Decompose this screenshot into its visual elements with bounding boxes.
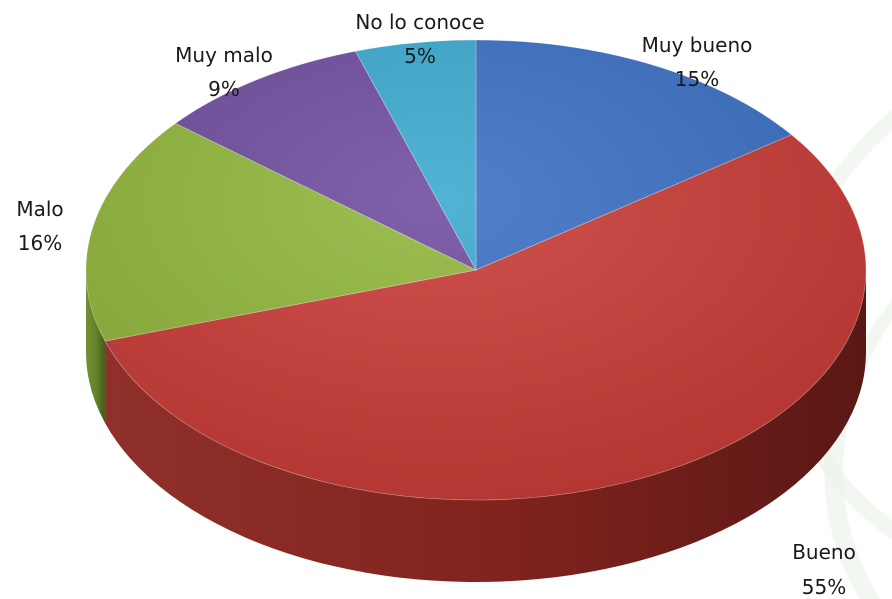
slice-label-no-lo-conoce: No lo conoce xyxy=(355,10,484,34)
pie-side-shade-malo xyxy=(86,270,106,424)
slice-value-bueno: 55% xyxy=(802,575,846,599)
pie-top-shading xyxy=(86,40,866,500)
slice-label-muy-bueno: Muy bueno xyxy=(642,33,753,57)
slice-value-malo: 16% xyxy=(18,231,62,255)
slice-label-muy-malo: Muy malo xyxy=(175,43,273,67)
slice-label-malo: Malo xyxy=(16,197,63,221)
slice-value-muy-bueno: 15% xyxy=(675,67,719,91)
pie-sides xyxy=(86,270,867,582)
pie-slices xyxy=(85,39,867,501)
slice-label-bueno: Bueno xyxy=(792,540,856,564)
pie-side-shade-bueno xyxy=(105,270,867,582)
slice-value-no-lo-conoce: 5% xyxy=(404,44,436,68)
slice-value-muy-malo: 9% xyxy=(208,77,240,101)
pie-labels: Muy bueno 15% Bueno 55% Malo 16% Muy malo 9% No … xyxy=(16,10,855,599)
